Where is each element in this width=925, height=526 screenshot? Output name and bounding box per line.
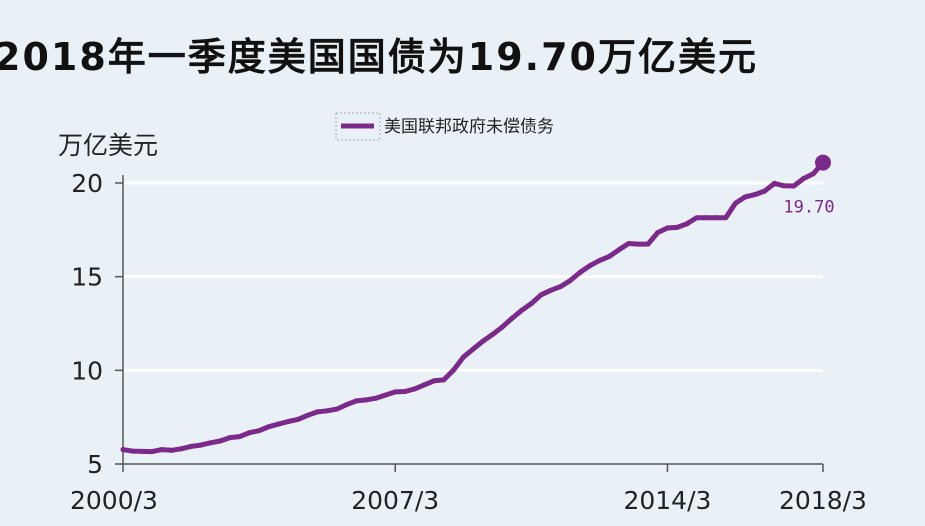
series-points (120, 160, 826, 455)
end-value-label: 19.70 (783, 198, 834, 218)
data-point-2009/3 (470, 346, 476, 352)
data-point-2016/6 (752, 192, 758, 198)
chart-title: 2018年一季度美国国债为19.70万亿美元 (0, 35, 758, 79)
data-point-2007/9 (412, 386, 418, 392)
x-axis-ticks: 2000/3 2007/3 2014/3 2018/3 (70, 464, 867, 515)
y-tick-label: 10 (71, 356, 103, 385)
data-point-2011/6 (558, 284, 563, 290)
data-point-2003/12 (266, 424, 272, 430)
data-point-2010/9 (528, 301, 534, 307)
data-point-2006/3 (353, 398, 359, 404)
y-tick-label: 15 (71, 263, 103, 292)
data-point-2007/3 (392, 389, 398, 395)
data-point-2016/12 (771, 180, 777, 186)
data-point-2012/3 (587, 263, 593, 269)
data-point-2005/6 (324, 408, 330, 414)
data-point-2012/9 (606, 254, 612, 260)
data-point-2009/6 (480, 338, 486, 344)
x-tick-label: 2000/3 (70, 486, 158, 515)
y-tick-label: 5 (87, 450, 103, 479)
data-point-2002/9 (217, 438, 223, 444)
data-point-2006/12 (383, 392, 388, 398)
data-point-2017/6 (791, 183, 797, 189)
data-point-2008/3 (431, 378, 437, 384)
axes (122, 175, 823, 465)
data-point-2002/3 (198, 442, 204, 448)
data-point-2009/12 (499, 324, 505, 330)
y-axis-ticks: 5 10 15 20 (71, 169, 123, 479)
series-line-federal-debt (120, 160, 826, 455)
end-point-marker (815, 154, 831, 171)
data-point-2010/12 (538, 292, 544, 298)
data-point-2009/9 (489, 332, 495, 338)
y-axis-unit-label: 万亿美元 (58, 131, 158, 160)
data-point-2003/6 (246, 430, 252, 436)
data-point-2011/3 (548, 287, 554, 293)
data-point-2007/6 (402, 389, 408, 395)
data-point-2013/6 (635, 241, 641, 247)
x-tick-label: 2018/3 (779, 486, 867, 515)
data-point-2017/3 (781, 183, 787, 189)
data-point-2014/3 (664, 225, 670, 231)
data-point-2015/3 (703, 215, 709, 221)
data-point-2007/12 (421, 382, 427, 388)
data-point-2017/12 (810, 171, 816, 177)
data-point-2015/6 (713, 215, 719, 221)
data-point-2000/6 (130, 448, 136, 454)
data-point-2017/9 (801, 176, 807, 182)
data-point-2004/9 (295, 416, 301, 422)
data-point-2015/12 (733, 200, 738, 206)
data-point-2012/12 (616, 247, 622, 253)
data-point-2000/3 (120, 447, 126, 453)
data-point-2001/3 (159, 447, 165, 453)
x-tick-label: 2007/3 (351, 486, 439, 515)
data-point-2014/9 (684, 221, 690, 227)
data-point-2011/9 (567, 278, 573, 284)
legend-label: 美国联邦政府未偿债务 (384, 117, 554, 137)
data-point-2006/9 (373, 395, 379, 401)
data-point-2011/12 (577, 270, 583, 276)
data-point-2010/6 (519, 307, 525, 313)
data-point-2000/12 (149, 449, 155, 455)
data-point-2008/9 (451, 367, 457, 373)
data-point-2013/12 (655, 230, 661, 236)
data-point-2006/6 (363, 397, 369, 403)
data-point-2005/3 (314, 409, 320, 415)
data-point-2012/6 (596, 258, 602, 264)
x-tick-label: 2014/3 (623, 486, 711, 515)
data-point-2001/12 (188, 443, 194, 449)
data-point-2008/12 (460, 354, 466, 360)
data-point-2005/12 (344, 402, 350, 408)
data-point-2000/9 (139, 448, 145, 454)
data-point-2001/9 (178, 446, 184, 452)
data-point-2014/6 (674, 224, 680, 230)
data-point-2004/6 (285, 418, 291, 424)
data-point-2002/6 (208, 440, 213, 446)
data-point-2013/9 (645, 241, 651, 247)
data-point-2003/3 (237, 434, 243, 440)
data-point-2008/6 (441, 377, 447, 383)
data-point-2016/9 (762, 188, 768, 194)
legend-box (335, 112, 381, 141)
data-point-2001/6 (169, 447, 175, 453)
data-point-2015/9 (723, 215, 729, 221)
data-point-2005/9 (334, 406, 340, 412)
data-point-2004/3 (276, 421, 282, 427)
data-point-2002/12 (227, 435, 233, 441)
data-point-2004/12 (305, 412, 311, 418)
data-point-2014/12 (694, 215, 700, 221)
data-point-2010/3 (509, 315, 515, 321)
data-point-2016/3 (742, 194, 748, 200)
data-point-2003/9 (256, 428, 262, 434)
y-tick-label: 20 (71, 169, 103, 198)
data-point-2013/3 (626, 241, 632, 247)
grid-lines (123, 181, 823, 372)
legend: 美国联邦政府未偿债务 (335, 112, 554, 141)
